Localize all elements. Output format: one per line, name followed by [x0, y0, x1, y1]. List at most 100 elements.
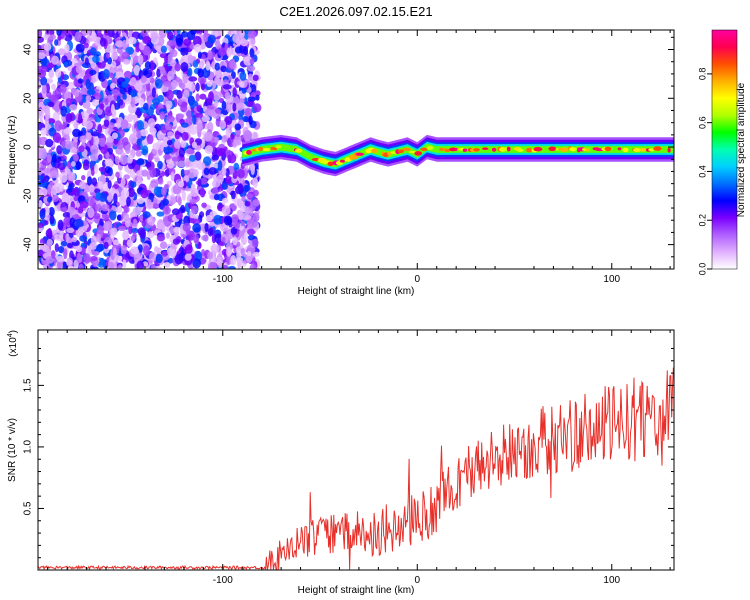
- noise-cell: [240, 247, 246, 257]
- noise-cell: [192, 223, 202, 233]
- noise-cell: [51, 250, 56, 259]
- noise-cell: [64, 43, 70, 54]
- noise-cell: [150, 263, 157, 269]
- noise-cell: [193, 169, 199, 177]
- noise-cell: [142, 68, 148, 76]
- spectrogram-y-ticks: -40 -20 0 20 40: [23, 36, 674, 258]
- noise-cell: [155, 78, 163, 89]
- colorbar: 0.0 0.2 0.4 0.6 0.8 Normalized spectral ampl…: [697, 29, 747, 275]
- noise-cell: [89, 242, 98, 250]
- noise-cell: [222, 265, 229, 269]
- noise-cell: [123, 174, 130, 180]
- noise-cell: [80, 242, 86, 248]
- noise-cell: [87, 196, 95, 207]
- noise-cell: [195, 145, 201, 151]
- noise-cell: [203, 132, 213, 142]
- figure-title: C2E1.2026.097.02.15.E21: [279, 4, 432, 19]
- noise-cell: [120, 245, 128, 255]
- noise-cell: [147, 118, 156, 128]
- noise-cell: [95, 191, 101, 201]
- ridge-peak: [258, 146, 264, 152]
- noise-cell: [82, 162, 90, 171]
- noise-cell: [180, 204, 186, 213]
- snr-panel: -100 0 100 0.5 1.0 1.5 Height of straight li…: [7, 329, 675, 596]
- noise-cell: [140, 188, 149, 199]
- noise-cell: [243, 231, 248, 242]
- noise-cell: [164, 169, 170, 177]
- noise-cell: [45, 138, 54, 148]
- colorbar-tick-label: 0.6: [697, 116, 707, 129]
- noise-cell: [99, 192, 107, 203]
- noise-cell: [128, 133, 138, 144]
- noise-cell: [183, 169, 191, 176]
- ridge-peak: [604, 146, 612, 152]
- noise-cell: [232, 102, 237, 112]
- noise-cell: [62, 211, 71, 218]
- noise-cell: [39, 187, 48, 197]
- noise-cell: [171, 79, 179, 88]
- noise-cell: [223, 215, 233, 226]
- noise-cell: [91, 177, 98, 187]
- noise-cell: [126, 196, 131, 207]
- noise-cell: [181, 31, 189, 38]
- noise-cell: [49, 170, 59, 179]
- noise-cell: [172, 238, 180, 245]
- noise-cell: [122, 39, 127, 48]
- noise-cell: [179, 82, 186, 90]
- noise-cell: [217, 147, 227, 156]
- ridge-peak: [397, 149, 405, 154]
- noise-cell: [251, 220, 258, 228]
- noise-cell: [191, 114, 197, 125]
- noise-cell: [224, 116, 233, 125]
- noise-cell: [105, 151, 110, 161]
- noise-cell: [45, 78, 53, 84]
- noise-cell: [98, 137, 106, 147]
- noise-cell: [187, 54, 194, 64]
- noise-cell: [185, 110, 192, 118]
- noise-cell: [230, 254, 237, 266]
- noise-cell: [191, 205, 199, 214]
- noise-cell: [111, 60, 117, 69]
- noise-cell: [152, 142, 161, 151]
- noise-cell: [206, 81, 213, 87]
- noise-cell: [152, 203, 159, 209]
- noise-cell: [228, 265, 236, 269]
- noise-cell: [188, 154, 197, 162]
- x-tick-label: 0: [414, 274, 420, 285]
- noise-cell: [62, 159, 67, 168]
- noise-cell: [197, 241, 202, 250]
- noise-cell: [38, 65, 44, 73]
- noise-cell: [47, 227, 52, 237]
- noise-cell: [110, 82, 116, 89]
- noise-cell: [133, 64, 141, 76]
- noise-cell: [231, 214, 239, 224]
- noise-cell: [48, 34, 57, 40]
- noise-cell: [116, 95, 121, 105]
- noise-cell: [175, 34, 184, 45]
- noise-cell: [207, 50, 213, 61]
- noise-cell: [63, 193, 70, 203]
- noise-cell: [59, 172, 68, 183]
- noise-cell: [54, 243, 59, 253]
- noise-cell: [124, 143, 131, 155]
- noise-cell: [102, 69, 110, 79]
- noise-cell: [166, 89, 174, 101]
- noise-cell: [71, 236, 78, 243]
- noise-cell: [147, 199, 152, 205]
- noise-cell: [194, 151, 202, 161]
- noise-cell: [137, 227, 146, 236]
- noise-cell: [57, 48, 66, 56]
- noise-cell: [175, 113, 185, 119]
- noise-cell: [252, 199, 260, 207]
- colorbar-tick-label: 0.4: [697, 165, 707, 178]
- noise-cell: [175, 77, 181, 83]
- noise-cell: [168, 147, 174, 154]
- noise-cell: [66, 227, 75, 233]
- noise-cell: [230, 226, 238, 235]
- noise-cell: [181, 190, 186, 201]
- noise-cell: [211, 154, 219, 161]
- ridge-peak: [339, 159, 345, 163]
- noise-cell: [90, 255, 98, 262]
- y-tick-label: -20: [23, 188, 34, 203]
- noise-cell: [197, 68, 204, 78]
